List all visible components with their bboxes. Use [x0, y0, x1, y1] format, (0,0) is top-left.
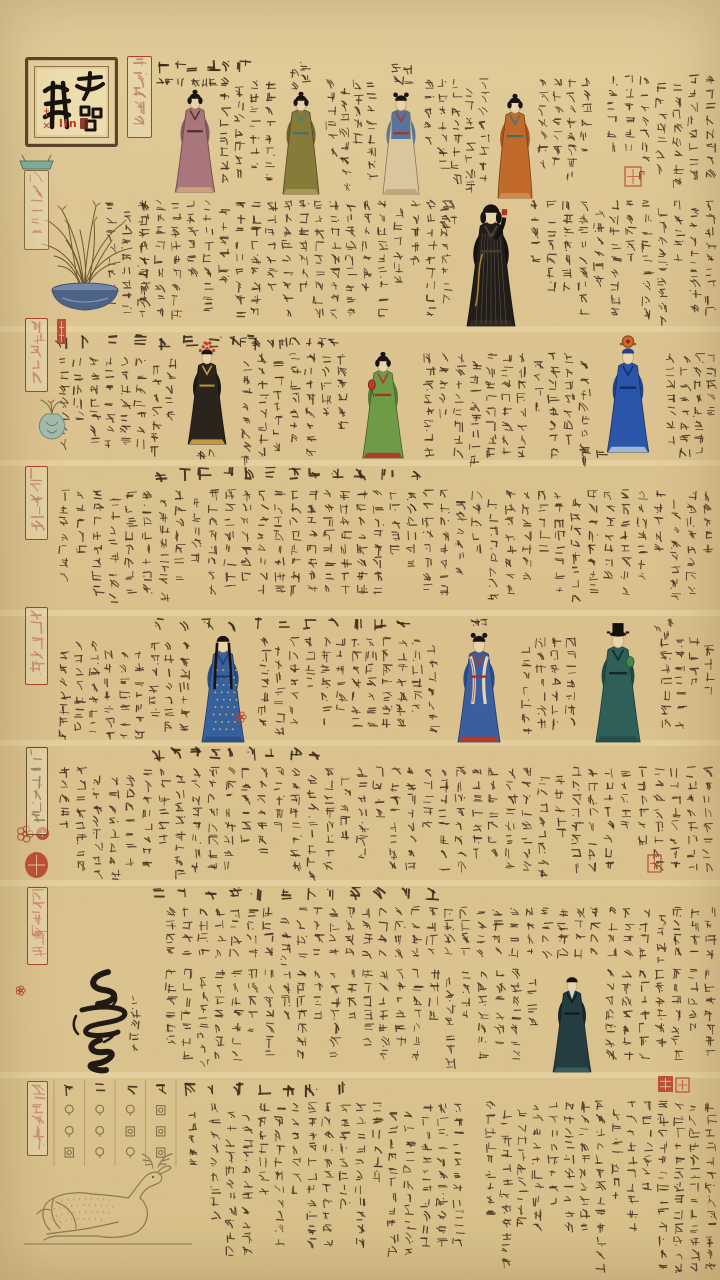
title-plaque: lIn: [25, 57, 118, 147]
celadon-vessel-illustration: [38, 399, 66, 440]
cursive-calligraphy-illustration: [72, 969, 128, 1074]
title-side-seal-text: [43, 108, 50, 129]
title-plaque-inner: lIn: [34, 66, 109, 138]
orchid-grass-illustration: [41, 200, 133, 311]
title-red-mark: lIn: [59, 117, 88, 130]
title-calligraphy: [42, 71, 105, 132]
recumbent-deer-illustration: [24, 1153, 192, 1245]
title-red-mark-text: lIn: [59, 117, 78, 130]
title-red-mark-box: [79, 118, 88, 129]
